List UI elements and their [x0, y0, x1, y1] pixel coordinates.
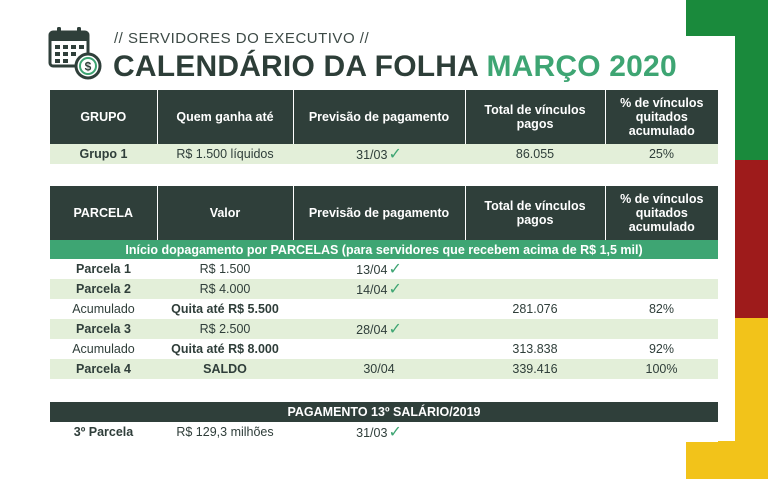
page-title: CALENDÁRIO DA FOLHA MARÇO 2020: [113, 50, 677, 84]
cell-percent: 100%: [605, 359, 718, 379]
header-cell: Total de vínculos pagos: [464, 186, 605, 240]
cell-installment: 3º Parcela: [50, 422, 157, 442]
cell-date: 28/04✓: [293, 319, 465, 339]
cell-value: R$ 1.500: [157, 259, 293, 279]
cell-total: [465, 259, 605, 279]
cell-date: 31/03✓: [293, 144, 465, 164]
title-main: CALENDÁRIO DA FOLHA: [113, 50, 478, 83]
check-icon: ✓: [388, 261, 402, 278]
cell-date: [293, 339, 465, 359]
cell-group: Grupo 1: [50, 144, 157, 164]
cell-total: 339.416: [465, 359, 605, 379]
cell-total: 86.055: [465, 144, 605, 164]
calendar-money-icon: $: [48, 27, 102, 80]
header-cell: Previsão de pagamento: [292, 90, 465, 144]
header-cell: Valor: [156, 186, 293, 240]
date-text: 28/04: [356, 323, 388, 337]
cell-empty: [605, 422, 718, 442]
date-text: 14/04: [356, 283, 388, 297]
title-accent: MARÇO 2020: [486, 50, 677, 83]
thirteenth-header: PAGAMENTO 13º SALÁRIO/2019: [50, 402, 718, 422]
cell-date: 14/04✓: [293, 279, 465, 299]
cell-percent: [605, 279, 718, 299]
table-header-row: PARCELA Valor Previsão de pagamento Tota…: [50, 186, 718, 240]
cell-empty: [465, 422, 605, 442]
header-cell: PARCELA: [50, 186, 157, 240]
table-row: 3º Parcela R$ 129,3 milhões 31/03✓: [50, 422, 718, 442]
cell-date: 31/03✓: [293, 422, 465, 442]
cell-percent: 25%: [605, 144, 718, 164]
table-row: Parcela 2 R$ 4.000 14/04✓: [50, 279, 718, 299]
cell-percent: 82%: [605, 299, 718, 319]
page-subtitle: // SERVIDORES DO EXECUTIVO //: [114, 30, 370, 47]
cell-installment: Acumulado: [50, 339, 157, 359]
group-payment-table: GRUPO Quem ganha até Previsão de pagamen…: [50, 90, 718, 164]
table-row: Parcela 3 R$ 2.500 28/04✓: [50, 319, 718, 339]
cell-total: 281.076: [465, 299, 605, 319]
cell-total: [465, 279, 605, 299]
thirteenth-salary-table: PAGAMENTO 13º SALÁRIO/2019 3º Parcela R$…: [50, 402, 718, 442]
installment-band-text: Início dopagamento por PARCELAS (para se…: [50, 240, 718, 259]
check-icon: ✓: [388, 321, 402, 338]
date-text: 31/03: [356, 426, 388, 440]
cell-percent: [605, 259, 718, 279]
table-row: Acumulado Quita até R$ 5.500 281.076 82%: [50, 299, 718, 319]
table-header-row: GRUPO Quem ganha até Previsão de pagamen…: [50, 90, 718, 144]
table-row: Grupo 1 R$ 1.500 líquidos 31/03✓ 86.055 …: [50, 144, 718, 164]
cell-date: 30/04: [293, 359, 465, 379]
cell-value: R$ 4.000: [157, 279, 293, 299]
date-text: 31/03: [356, 148, 388, 162]
header-cell: % de vínculos quitados acumulado: [604, 90, 718, 144]
cell-value: Quita até R$ 5.500: [157, 299, 293, 319]
header-cell: Total de vínculos pagos: [464, 90, 605, 144]
header-cell: Previsão de pagamento: [292, 186, 465, 240]
cell-total: [465, 319, 605, 339]
table-header-row: PAGAMENTO 13º SALÁRIO/2019: [50, 402, 718, 422]
cell-value: R$ 2.500: [157, 319, 293, 339]
cell-installment: Parcela 2: [50, 279, 157, 299]
cell-total: 313.838: [465, 339, 605, 359]
svg-text:$: $: [85, 60, 92, 74]
cell-installment: Parcela 1: [50, 259, 157, 279]
installment-table: PARCELA Valor Previsão de pagamento Tota…: [50, 186, 718, 379]
header-cell: % de vínculos quitados acumulado: [604, 186, 718, 240]
header-cell: GRUPO: [50, 90, 157, 144]
check-icon: ✓: [388, 281, 402, 298]
table-row: Acumulado Quita até R$ 8.000 313.838 92%: [50, 339, 718, 359]
cell-installment: Acumulado: [50, 299, 157, 319]
header-cell: Quem ganha até: [156, 90, 293, 144]
cell-earns-up-to: R$ 1.500 líquidos: [157, 144, 293, 164]
date-text: 13/04: [356, 263, 388, 277]
installment-band-row: Início dopagamento por PARCELAS (para se…: [50, 240, 718, 259]
cell-value: SALDO: [157, 359, 293, 379]
cell-value: Quita até R$ 8.000: [157, 339, 293, 359]
cell-installment: Parcela 3: [50, 319, 157, 339]
check-icon: ✓: [388, 146, 402, 163]
cell-date: [293, 299, 465, 319]
cell-installment: Parcela 4: [50, 359, 157, 379]
table-row: Parcela 4 SALDO 30/04 339.416 100%: [50, 359, 718, 379]
table-row: Parcela 1 R$ 1.500 13/04✓: [50, 259, 718, 279]
cell-value: R$ 129,3 milhões: [157, 422, 293, 442]
cell-date: 13/04✓: [293, 259, 465, 279]
cell-percent: 92%: [605, 339, 718, 359]
check-icon: ✓: [388, 424, 402, 441]
cell-percent: [605, 319, 718, 339]
